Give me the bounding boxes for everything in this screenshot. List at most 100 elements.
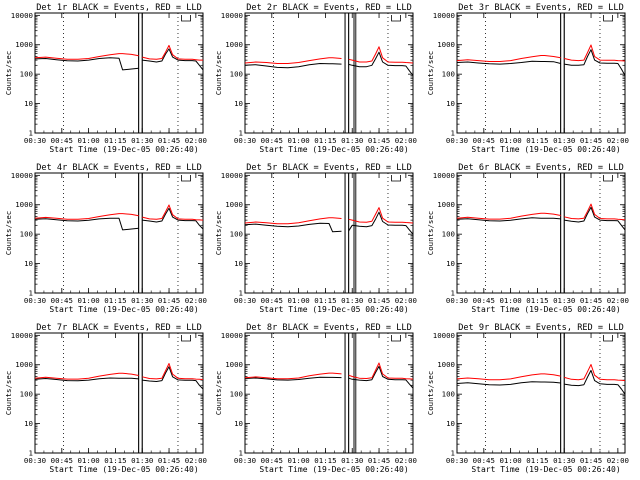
y-tick-label: 1000: [225, 360, 243, 369]
data-gap-bracket: [344, 173, 350, 294]
state-marker: [603, 335, 613, 342]
x-tick-label: 01:45: [368, 136, 390, 145]
x-tick-label: 02:00: [185, 136, 207, 145]
y-tick-label: 100: [442, 390, 455, 399]
panel-det-2: Det 2r BLACK = Events, RED = LLD 1 10 100 10…: [214, 3, 417, 154]
state-marker: [181, 335, 191, 342]
x-tick-label: 00:45: [51, 296, 73, 305]
x-tick-label: 01:00: [499, 456, 521, 465]
y-tick-label: 10: [24, 259, 33, 268]
x-tick-label: 01:00: [77, 456, 99, 465]
series-line-events: [142, 207, 204, 230]
x-tick-label: 01:45: [158, 296, 180, 305]
series-line-lld: [34, 53, 139, 60]
data-gap-bracket: [138, 13, 143, 134]
x-tick-label: 01:15: [314, 136, 336, 145]
y-tick-label: 10000: [11, 331, 33, 340]
y-tick-label: 10000: [11, 11, 33, 20]
x-axis-label: Start Time (19-Dec-05 00:26:40): [471, 305, 620, 314]
y-tick-label: 1000: [437, 40, 455, 49]
series-line-lld: [244, 217, 342, 225]
panel-title: Det 4r BLACK = Events, RED = LLD: [36, 163, 202, 173]
x-tick-label: 01:30: [341, 136, 363, 145]
panel-title: Det 7r BLACK = Events, RED = LLD: [36, 323, 202, 333]
panel-title: Det 9r BLACK = Events, RED = LLD: [458, 323, 624, 333]
y-tick-label: 1: [239, 129, 243, 138]
plot-frame: [244, 12, 414, 134]
y-tick-label: 10000: [221, 11, 243, 20]
x-tick-label: 02:00: [607, 296, 629, 305]
y-tick-label: 10000: [433, 11, 455, 20]
panel-title: Det 6r BLACK = Events, RED = LLD: [458, 163, 624, 173]
y-tick-label: 10: [24, 419, 33, 428]
x-tick-label: 00:30: [24, 136, 46, 145]
state-marker: [181, 15, 191, 22]
y-tick-label: 1000: [437, 200, 455, 209]
x-tick-label: 01:45: [368, 456, 390, 465]
series-line-events: [142, 366, 204, 390]
state-marker: [603, 15, 613, 22]
y-tick-label: 1: [29, 289, 33, 298]
y-tick-label: 100: [20, 70, 33, 79]
y-tick-label: 10: [24, 99, 33, 108]
data-gap-bracket: [353, 13, 357, 134]
x-tick-label: 00:30: [24, 456, 46, 465]
series-line-events: [456, 381, 561, 386]
y-tick-label: 100: [442, 70, 455, 79]
x-tick-label: 01:30: [341, 456, 363, 465]
y-tick-label: 1: [451, 449, 455, 458]
plot-frame: [456, 172, 626, 294]
y-tick-label: 10000: [221, 171, 243, 180]
x-tick-label: 01:15: [104, 136, 126, 145]
x-tick-label: 00:45: [473, 136, 495, 145]
panel-det-6: Det 6r BLACK = Events, RED = LLD 1 10 100 10…: [426, 163, 629, 314]
series-line-events: [564, 369, 626, 395]
x-tick-label: 01:00: [499, 136, 521, 145]
series-line-lld: [456, 212, 561, 220]
x-tick-label: 01:45: [368, 296, 390, 305]
data-gap-bracket: [138, 333, 143, 454]
x-tick-label: 00:45: [261, 296, 283, 305]
x-tick-label: 00:45: [473, 296, 495, 305]
panel-det-5: Det 5r BLACK = Events, RED = LLD 1 10 100 10…: [214, 163, 417, 314]
x-tick-label: 01:45: [158, 456, 180, 465]
y-axis-label: Counts/sec: [4, 51, 13, 96]
x-tick-label: 00:30: [234, 296, 256, 305]
panel-det-8: Det 8r BLACK = Events, RED = LLD 1 10 100 10…: [214, 323, 417, 474]
y-tick-label: 100: [20, 230, 33, 239]
series-line-lld: [348, 46, 414, 64]
y-tick-label: 1: [239, 449, 243, 458]
x-tick-label: 01:00: [287, 136, 309, 145]
series-line-lld: [34, 213, 139, 220]
x-tick-label: 00:45: [473, 456, 495, 465]
y-tick-label: 1: [239, 289, 243, 298]
panel-title: Det 1r BLACK = Events, RED = LLD: [36, 3, 202, 13]
x-tick-label: 02:00: [395, 136, 417, 145]
x-tick-label: 01:45: [580, 456, 602, 465]
y-tick-label: 1000: [15, 200, 33, 209]
state-marker: [603, 175, 613, 182]
plot-frame: [456, 332, 626, 454]
x-tick-label: 01:30: [131, 296, 153, 305]
x-tick-label: 00:45: [261, 136, 283, 145]
panel-det-9: Det 9r BLACK = Events, RED = LLD 1 10 100 10…: [426, 323, 629, 474]
series-line-events: [564, 206, 626, 231]
series-line-events: [244, 222, 342, 233]
x-tick-label: 00:45: [51, 136, 73, 145]
x-axis-label: Start Time (19-Dec-05 00:26:40): [471, 465, 620, 474]
y-tick-label: 100: [230, 390, 243, 399]
series-line-events: [34, 57, 139, 71]
x-axis-label: Start Time (19-Dec-05 00:26:40): [471, 145, 620, 154]
data-gap-bracket: [353, 333, 357, 454]
series-line-lld: [348, 362, 414, 380]
y-tick-label: 1000: [225, 40, 243, 49]
x-tick-label: 02:00: [395, 296, 417, 305]
x-tick-label: 02:00: [607, 136, 629, 145]
series-line-lld: [564, 364, 626, 382]
series-line-events: [244, 376, 342, 381]
x-tick-label: 01:00: [77, 136, 99, 145]
panel-det-7: Det 7r BLACK = Events, RED = LLD 1 10 100 10…: [4, 323, 207, 474]
x-axis-label: Start Time (19-Dec-05 00:26:40): [49, 465, 198, 474]
x-tick-label: 00:30: [234, 456, 256, 465]
